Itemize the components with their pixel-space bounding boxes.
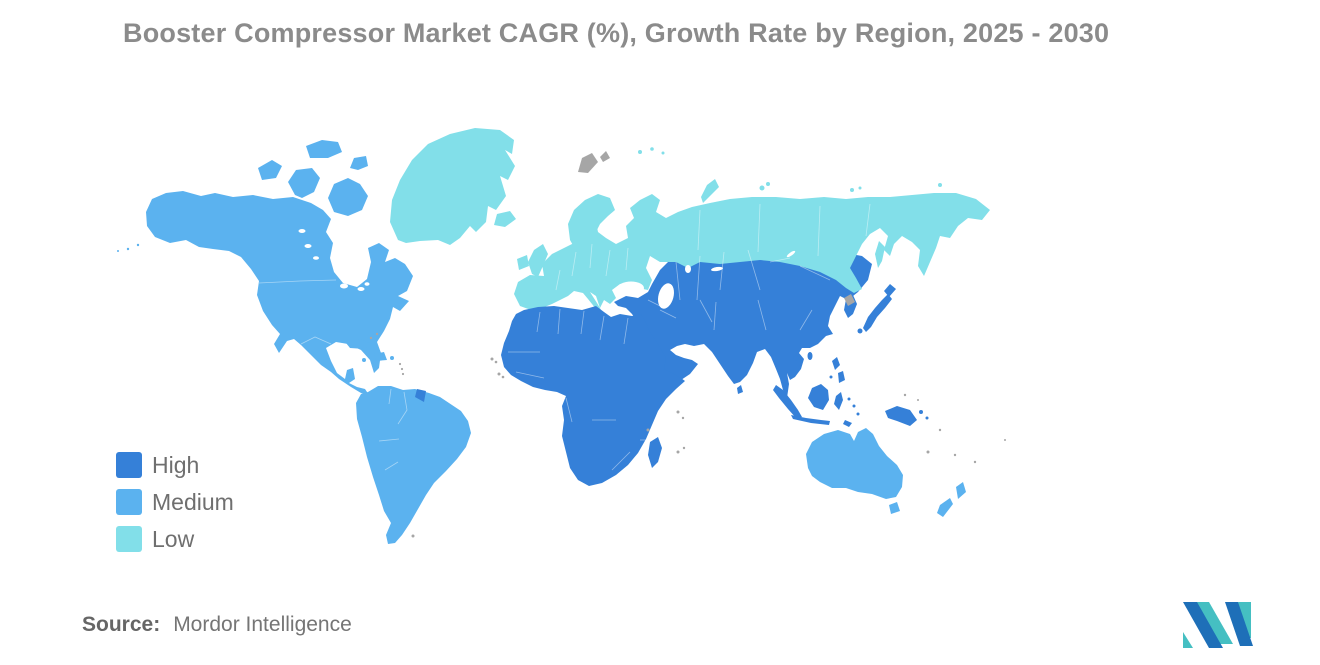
region-atlantic-islets bbox=[369, 332, 505, 538]
legend-swatch-low bbox=[116, 526, 142, 552]
lake-baikal bbox=[786, 250, 796, 258]
region-ireland bbox=[517, 255, 529, 270]
region-pacific-islets bbox=[903, 393, 1006, 464]
region-russian-arctic-islands bbox=[638, 147, 942, 203]
region-indonesia bbox=[773, 384, 860, 427]
region-asia bbox=[614, 246, 872, 398]
region-south-america bbox=[356, 386, 471, 544]
region-japan bbox=[857, 284, 896, 334]
region-iceland bbox=[494, 211, 516, 227]
lake-balkhash bbox=[711, 266, 723, 272]
region-africa bbox=[501, 306, 685, 486]
region-philippines bbox=[829, 357, 845, 383]
logo-teal-column bbox=[1238, 602, 1251, 638]
region-caribbean bbox=[346, 339, 394, 362]
north-american-lakes bbox=[298, 229, 370, 291]
legend-item-high: High bbox=[116, 452, 234, 478]
source-label: Source: bbox=[82, 613, 161, 636]
source-line: Source: Mordor Intelligence bbox=[82, 613, 352, 637]
region-europe-russia bbox=[514, 193, 990, 315]
region-madagascar bbox=[648, 437, 662, 468]
logo-teal-corner bbox=[1183, 632, 1193, 648]
region-new-zealand bbox=[937, 482, 966, 517]
legend-label-low: Low bbox=[152, 525, 195, 552]
region-taiwan bbox=[807, 352, 813, 360]
legend-item-low: Low bbox=[116, 526, 234, 552]
region-sri-lanka bbox=[737, 385, 743, 394]
region-north-america bbox=[146, 191, 413, 395]
country-borders bbox=[258, 203, 871, 471]
page-title: Booster Compressor Market CAGR (%), Grow… bbox=[123, 18, 1110, 48]
caspian-sea bbox=[658, 283, 674, 309]
logo-teal-band bbox=[1195, 602, 1233, 644]
region-great-britain bbox=[528, 244, 548, 277]
map-regions bbox=[117, 128, 1006, 544]
region-greenland bbox=[390, 128, 515, 245]
legend-item-medium: Medium bbox=[116, 489, 234, 515]
region-indian-ocean-islets bbox=[646, 410, 686, 454]
aral-sea bbox=[685, 265, 691, 273]
legend-label-medium: Medium bbox=[152, 488, 234, 515]
legend: High Medium Low bbox=[116, 452, 234, 563]
region-australia bbox=[806, 428, 903, 514]
region-hainan bbox=[793, 355, 799, 361]
legend-swatch-medium bbox=[116, 489, 142, 515]
region-papua-new-guinea bbox=[885, 406, 929, 426]
region-north-korea bbox=[844, 294, 855, 306]
region-sakhalin bbox=[875, 241, 885, 268]
inland-seas bbox=[618, 250, 796, 309]
region-scandinavia bbox=[568, 194, 615, 256]
region-french-guiana bbox=[415, 389, 426, 402]
legend-swatch-high bbox=[116, 452, 142, 478]
mordor-intelligence-logo bbox=[1183, 602, 1253, 648]
black-sea bbox=[618, 281, 644, 295]
region-svalbard bbox=[578, 151, 610, 173]
region-canadian-arctic-islands bbox=[258, 140, 368, 216]
region-aleutian-islands bbox=[117, 243, 140, 252]
legend-label-high: High bbox=[152, 451, 200, 478]
logo-blue-band bbox=[1183, 602, 1223, 648]
logo-blue-diagonal bbox=[1225, 602, 1253, 646]
source-value: Mordor Intelligence bbox=[173, 613, 352, 636]
